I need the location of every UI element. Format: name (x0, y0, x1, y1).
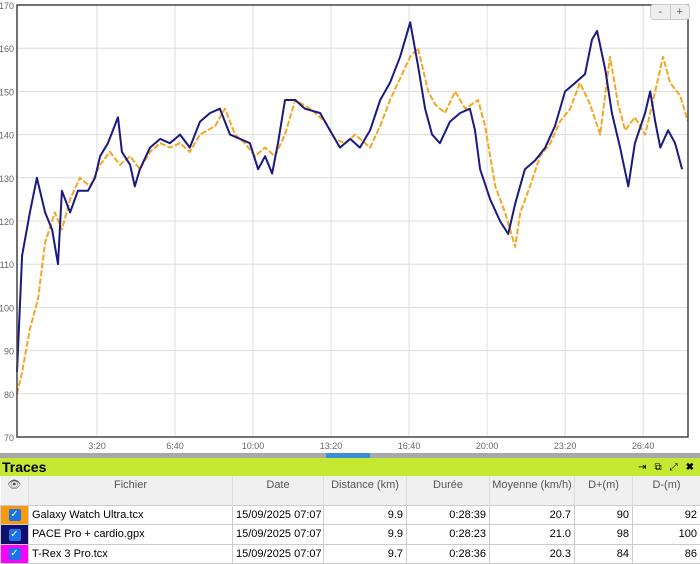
cell-moyenne: 20.7 (489, 504, 575, 525)
checkmark-icon[interactable]: ✓ (8, 548, 21, 561)
series-line-1 (16, 21, 684, 373)
traces-panel-header: Traces ⇥ ⧉ ⤢ ✖ (0, 458, 700, 476)
y-tick-label: 160 (0, 44, 14, 54)
y-tick-label: 150 (0, 87, 14, 97)
visibility-checkbox[interactable]: ✓ (0, 524, 29, 545)
series-line-0 (16, 47, 689, 395)
zoom-controls: - + (650, 4, 690, 20)
col-dplus[interactable]: D+(m) (574, 476, 633, 505)
cell-date: 15/09/2025 07:07 (232, 543, 324, 564)
cell-duree: 0:28:36 (406, 543, 490, 564)
table-row[interactable]: ✓ T-Rex 3 Pro.tcx 15/09/2025 07:07 9.7 0:28:… (0, 543, 700, 564)
table-header: 👁 Fichier Date Distance (km) Durée Moyen… (0, 476, 700, 505)
cell-duree: 0:28:39 (406, 504, 490, 525)
y-tick-label: 90 (4, 347, 14, 357)
cell-moyenne: 20.3 (489, 543, 575, 564)
col-moyenne[interactable]: Moyenne (km/h) (489, 476, 575, 505)
col-date[interactable]: Date (232, 476, 324, 505)
y-tick-label: 80 (4, 390, 14, 400)
scroll-thumb[interactable] (326, 453, 370, 458)
cell-distance: 9.9 (323, 504, 407, 525)
table-row[interactable]: ✓ Galaxy Watch Ultra.tcx 15/09/2025 07:07 9… (0, 504, 700, 525)
y-tick-label: 120 (0, 217, 14, 227)
restore-icon[interactable]: ⧉ (654, 461, 662, 473)
close-icon[interactable]: ✖ (685, 461, 694, 473)
y-tick-label: 170 (0, 1, 14, 11)
cell-distance: 9.7 (323, 543, 407, 564)
col-duree[interactable]: Durée (406, 476, 490, 505)
collapse-icon[interactable]: ⇥ (638, 461, 647, 473)
y-tick-label: 70 (4, 433, 14, 443)
zoom-in-button[interactable]: + (676, 6, 683, 18)
x-tick-label: 10:00 (242, 441, 265, 451)
x-tick-label: 23:20 (554, 441, 577, 451)
x-tick-label: 20:00 (476, 441, 499, 451)
cell-dplus: 84 (574, 543, 633, 564)
maximize-icon[interactable]: ⤢ (669, 461, 678, 473)
cell-moyenne: 21.0 (489, 524, 575, 545)
col-fichier[interactable]: Fichier (28, 476, 233, 505)
checkmark-icon[interactable]: ✓ (8, 509, 21, 522)
panel-title: Traces (2, 459, 47, 475)
y-tick-label: 140 (0, 131, 14, 141)
visibility-checkbox[interactable]: ✓ (0, 504, 29, 525)
zoom-out-button[interactable]: - (651, 5, 671, 19)
cell-file: T-Rex 3 Pro.tcx (28, 543, 233, 564)
plot-frame (16, 4, 689, 438)
cell-dminus: 86 (632, 543, 700, 564)
cell-dminus: 100 (632, 524, 700, 545)
y-tick-label: 110 (0, 260, 14, 270)
visibility-eye-icon[interactable]: 👁 (0, 476, 29, 505)
traces-table: 👁 Fichier Date Distance (km) Durée Moyen… (0, 476, 700, 564)
cell-dplus: 90 (574, 504, 633, 525)
heart-rate-chart: 70 80 90 100 110 120 130 140 150 160 170 3:20 6:40 10… (0, 1, 689, 451)
x-tick-label: 16:40 (398, 441, 421, 451)
col-distance[interactable]: Distance (km) (323, 476, 407, 505)
checkmark-icon[interactable]: ✓ (8, 528, 21, 541)
x-tick-label: 6:40 (166, 441, 184, 451)
cell-date: 15/09/2025 07:07 (232, 504, 324, 525)
cell-duree: 0:28:23 (406, 524, 490, 545)
x-tick-label: 26:40 (632, 441, 655, 451)
cell-dminus: 92 (632, 504, 700, 525)
cell-file: PACE Pro + cardio.gpx (28, 524, 233, 545)
cell-dplus: 98 (574, 524, 633, 545)
cell-date: 15/09/2025 07:07 (232, 524, 324, 545)
col-dminus[interactable]: D-(m) (632, 476, 700, 505)
y-tick-label: 130 (0, 174, 14, 184)
scrollbar[interactable] (0, 453, 700, 458)
visibility-checkbox[interactable]: ✓ (0, 543, 29, 564)
y-tick-label: 100 (0, 303, 14, 313)
table-row[interactable]: ✓ PACE Pro + cardio.gpx 15/09/2025 07:07 9.… (0, 524, 700, 545)
cell-file: Galaxy Watch Ultra.tcx (28, 504, 233, 525)
cell-distance: 9.9 (323, 524, 407, 545)
x-tick-label: 3:20 (88, 441, 106, 451)
x-tick-label: 13:20 (320, 441, 343, 451)
